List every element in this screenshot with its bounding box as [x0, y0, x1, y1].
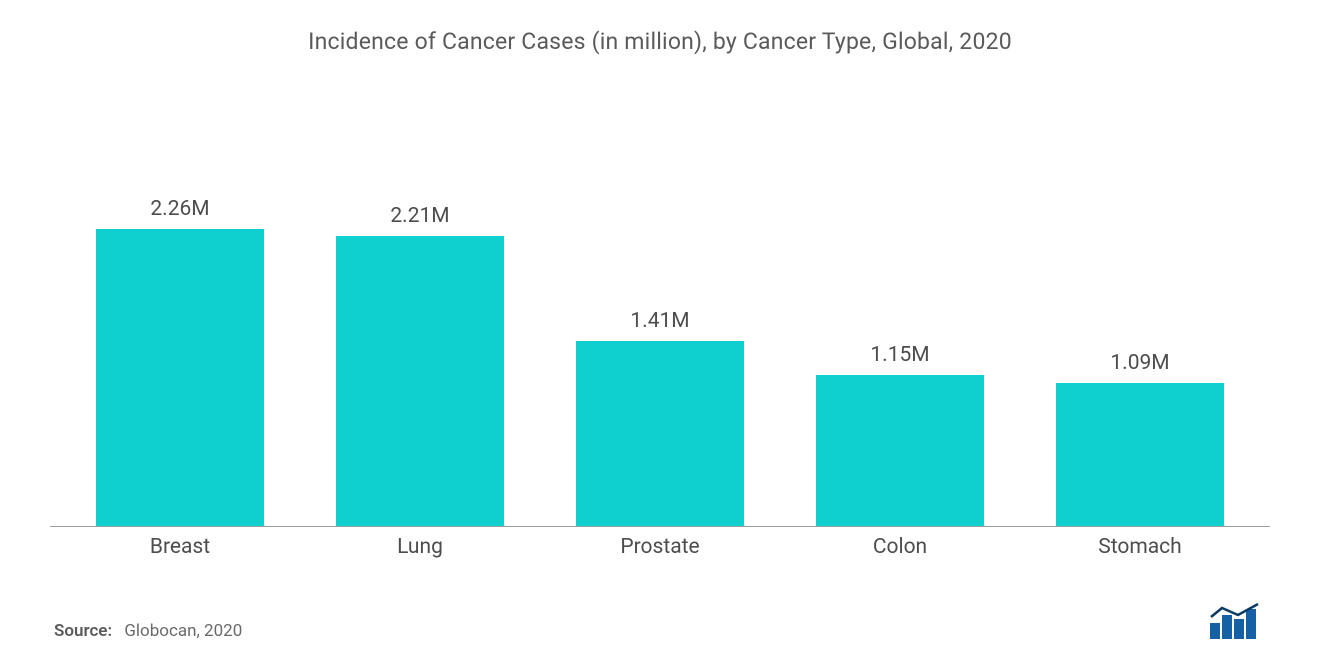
bar-value-label: 2.26M: [150, 197, 209, 221]
bar-group: 2.26M: [72, 197, 288, 526]
bar-value-label: 1.41M: [630, 309, 689, 333]
source-label: Source:: [54, 621, 112, 641]
plot-area: 2.26M 2.21M 1.41M 1.15M 1.09M: [50, 65, 1270, 527]
bar-value-label: 1.15M: [870, 343, 929, 367]
x-axis-label: Colon: [792, 535, 1008, 559]
x-axis-label: Breast: [72, 535, 288, 559]
logo-icon: [1208, 603, 1266, 641]
x-axis-label: Prostate: [552, 535, 768, 559]
bar-value-label: 2.21M: [390, 204, 449, 228]
x-axis-label: Lung: [312, 535, 528, 559]
chart-container: Incidence of Cancer Cases (in million), …: [0, 0, 1320, 665]
chart-title: Incidence of Cancer Cases (in million), …: [50, 28, 1270, 55]
bar: [816, 375, 984, 526]
bar-group: 2.21M: [312, 204, 528, 526]
chart-footer: Source: Globocan, 2020: [50, 603, 1270, 645]
bar-group: 1.09M: [1032, 351, 1248, 526]
bar-group: 1.15M: [792, 343, 1008, 526]
source-citation: Source: Globocan, 2020: [54, 621, 242, 641]
bar-value-label: 1.09M: [1110, 351, 1169, 375]
bar: [1056, 383, 1224, 526]
bar: [336, 236, 504, 526]
x-axis-labels: Breast Lung Prostate Colon Stomach: [50, 527, 1270, 559]
bar-group: 1.41M: [552, 309, 768, 526]
brand-logo: [1208, 603, 1266, 641]
bar: [96, 229, 264, 526]
x-axis-label: Stomach: [1032, 535, 1248, 559]
bar: [576, 341, 744, 526]
source-text: Globocan, 2020: [124, 621, 242, 641]
